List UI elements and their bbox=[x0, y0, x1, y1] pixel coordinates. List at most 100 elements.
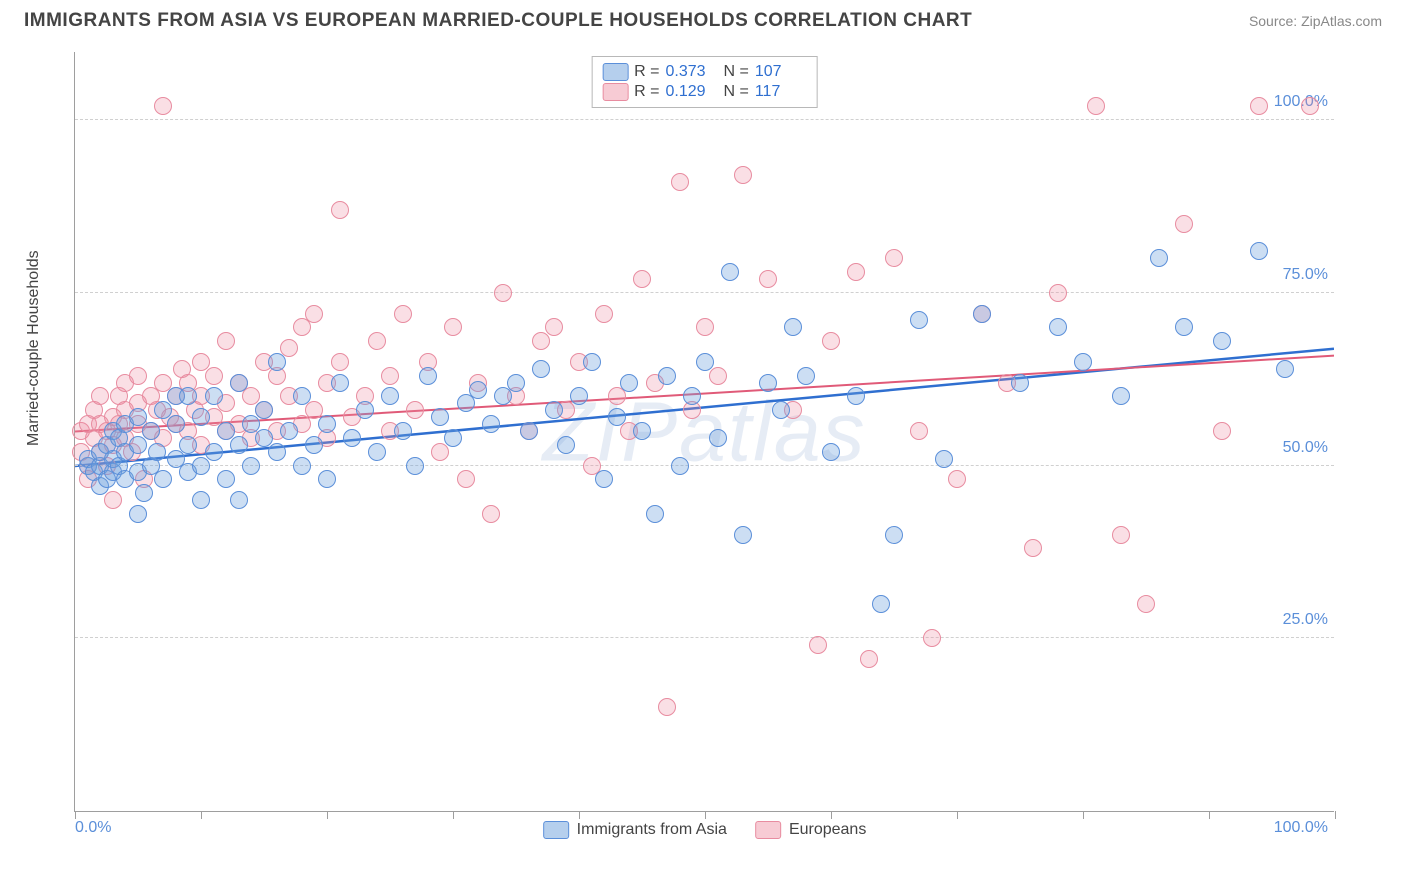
data-point bbox=[394, 422, 412, 440]
data-point bbox=[179, 436, 197, 454]
data-point bbox=[217, 332, 235, 350]
scatter-plot: ZIPatlas R = 0.373 N = 107 R = 0.129 N =… bbox=[74, 52, 1334, 812]
data-point bbox=[797, 367, 815, 385]
data-point bbox=[923, 629, 941, 647]
data-point bbox=[482, 505, 500, 523]
data-point bbox=[507, 374, 525, 392]
data-point bbox=[280, 339, 298, 357]
data-point bbox=[268, 443, 286, 461]
data-point bbox=[885, 249, 903, 267]
data-point bbox=[620, 374, 638, 392]
y-tick-label: 75.0% bbox=[1283, 266, 1328, 284]
data-point bbox=[91, 387, 109, 405]
data-point bbox=[885, 526, 903, 544]
data-point bbox=[331, 201, 349, 219]
data-point bbox=[872, 595, 890, 613]
data-point bbox=[671, 457, 689, 475]
data-point bbox=[734, 526, 752, 544]
data-point bbox=[381, 367, 399, 385]
data-point bbox=[570, 387, 588, 405]
data-point bbox=[469, 381, 487, 399]
data-point bbox=[910, 311, 928, 329]
x-tick-100: 100.0% bbox=[1274, 819, 1328, 837]
data-point bbox=[457, 394, 475, 412]
data-point bbox=[809, 636, 827, 654]
chart-area: Married-couple Households ZIPatlas R = 0… bbox=[24, 42, 1382, 850]
data-point bbox=[230, 491, 248, 509]
data-point bbox=[104, 491, 122, 509]
data-point bbox=[129, 505, 147, 523]
data-point bbox=[343, 429, 361, 447]
swatch-icon bbox=[602, 83, 628, 101]
x-tick-mark bbox=[1083, 811, 1084, 819]
data-point bbox=[658, 698, 676, 716]
data-point bbox=[948, 470, 966, 488]
data-point bbox=[331, 374, 349, 392]
data-point bbox=[135, 484, 153, 502]
data-point bbox=[444, 429, 462, 447]
legend-item-asia: Immigrants from Asia bbox=[543, 821, 727, 839]
data-point bbox=[633, 270, 651, 288]
data-point bbox=[406, 401, 424, 419]
data-point bbox=[255, 401, 273, 419]
data-point bbox=[935, 450, 953, 468]
legend-row-asia: R = 0.373 N = 107 bbox=[602, 63, 807, 81]
data-point bbox=[1137, 595, 1155, 613]
data-point bbox=[305, 436, 323, 454]
data-point bbox=[394, 305, 412, 323]
y-axis-label: Married-couple Households bbox=[25, 250, 43, 446]
data-point bbox=[192, 491, 210, 509]
data-point bbox=[683, 387, 701, 405]
data-point bbox=[759, 270, 777, 288]
data-point bbox=[154, 97, 172, 115]
data-point bbox=[583, 353, 601, 371]
x-tick-mark bbox=[1335, 811, 1336, 819]
legend-label-euro: Europeans bbox=[789, 821, 866, 839]
data-point bbox=[595, 470, 613, 488]
data-point bbox=[318, 470, 336, 488]
data-point bbox=[368, 332, 386, 350]
chart-title: IMMIGRANTS FROM ASIA VS EUROPEAN MARRIED… bbox=[24, 10, 972, 32]
data-point bbox=[444, 318, 462, 336]
data-point bbox=[242, 457, 260, 475]
data-point bbox=[217, 470, 235, 488]
data-point bbox=[1011, 374, 1029, 392]
data-point bbox=[658, 367, 676, 385]
data-point bbox=[557, 436, 575, 454]
swatch-icon bbox=[755, 821, 781, 839]
data-point bbox=[1276, 360, 1294, 378]
data-point bbox=[1213, 422, 1231, 440]
data-point bbox=[431, 408, 449, 426]
data-point bbox=[305, 305, 323, 323]
data-point bbox=[205, 443, 223, 461]
data-point bbox=[532, 360, 550, 378]
data-point bbox=[608, 408, 626, 426]
gridline bbox=[75, 637, 1334, 638]
x-tick-mark bbox=[327, 811, 328, 819]
data-point bbox=[205, 367, 223, 385]
n-value-euro: 117 bbox=[755, 83, 807, 101]
data-point bbox=[142, 422, 160, 440]
data-point bbox=[167, 415, 185, 433]
data-point bbox=[482, 415, 500, 433]
x-tick-mark bbox=[831, 811, 832, 819]
data-point bbox=[1074, 353, 1092, 371]
data-point bbox=[192, 457, 210, 475]
data-point bbox=[646, 505, 664, 523]
data-point bbox=[1301, 97, 1319, 115]
data-point bbox=[696, 318, 714, 336]
data-point bbox=[318, 415, 336, 433]
data-point bbox=[431, 443, 449, 461]
data-point bbox=[129, 367, 147, 385]
data-point bbox=[1250, 97, 1268, 115]
data-point bbox=[368, 443, 386, 461]
gridline bbox=[75, 465, 1334, 466]
x-tick-mark bbox=[1209, 811, 1210, 819]
data-point bbox=[545, 318, 563, 336]
n-value-asia: 107 bbox=[755, 63, 807, 81]
data-point bbox=[406, 457, 424, 475]
data-point bbox=[1049, 318, 1067, 336]
data-point bbox=[419, 367, 437, 385]
data-point bbox=[784, 318, 802, 336]
x-tick-0: 0.0% bbox=[75, 819, 111, 837]
